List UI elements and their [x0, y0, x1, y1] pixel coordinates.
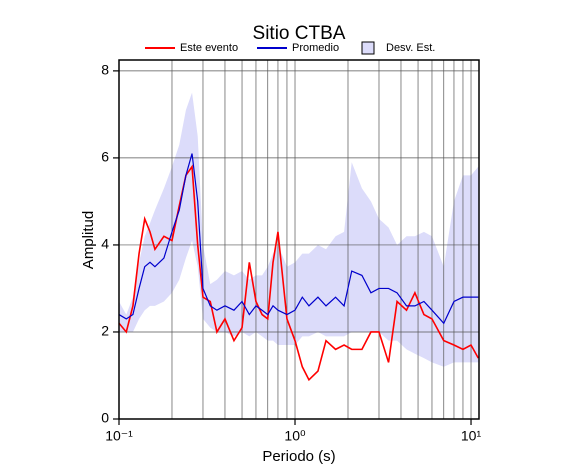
series-line — [118, 164, 480, 382]
y-tick-label: 6 — [101, 149, 109, 165]
plot-frame — [118, 59, 480, 420]
chart-title: Sitio CTBA — [253, 23, 346, 44]
legend-label: Este evento — [180, 42, 238, 54]
y-tick-label: 2 — [101, 323, 109, 339]
legend-label: Promedio — [292, 42, 339, 54]
x-axis-label: Periodo (s) — [262, 448, 335, 465]
x-tick-label: 10¹ — [461, 428, 482, 444]
series-line — [118, 153, 479, 325]
y-tick-label: 0 — [101, 410, 109, 426]
std-band — [119, 92, 479, 367]
y-axis-label: Amplitud — [80, 211, 97, 269]
legend-swatch — [361, 41, 375, 55]
y-tick-label: 4 — [101, 236, 109, 252]
y-tick-label: 8 — [101, 62, 109, 78]
x-tick-label: 10⁰ — [284, 428, 306, 444]
x-tick-label: 10⁻¹ — [105, 428, 133, 444]
legend-label: Desv. Est. — [386, 42, 435, 54]
